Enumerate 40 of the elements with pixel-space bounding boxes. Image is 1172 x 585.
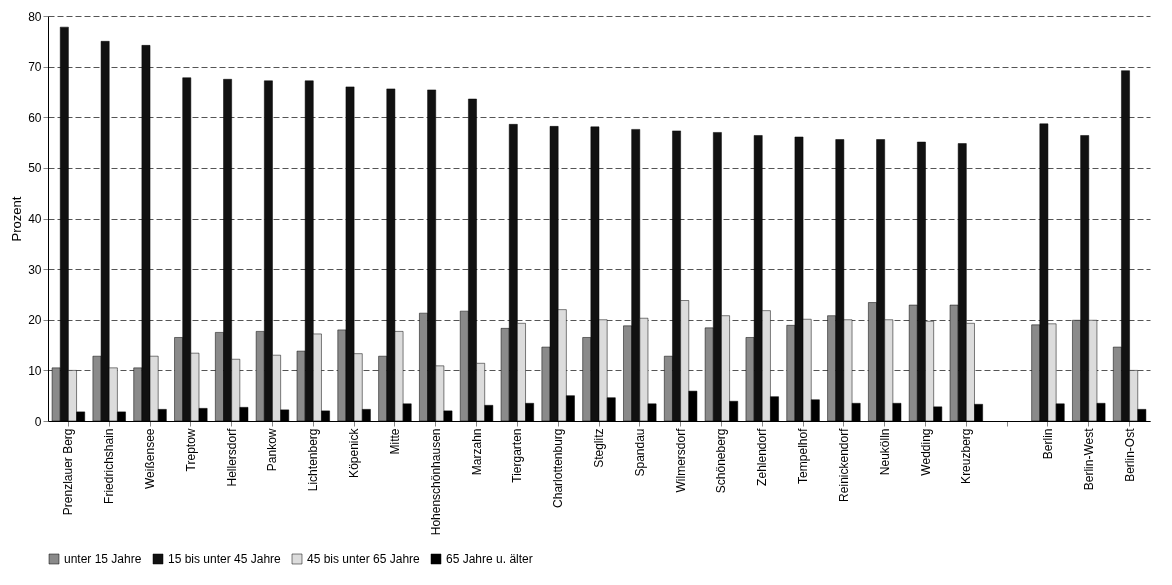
x-tick-label: Hellersdorf: [224, 427, 239, 487]
legend-label: 45 bis unter 65 Jahre: [307, 552, 421, 566]
y-tick-label: 70: [28, 60, 42, 75]
x-tick-label: Charlottenburg: [551, 428, 566, 508]
x-tick-label: Hohenschönhausen: [428, 428, 443, 536]
x-tick-label: Tempelhof: [796, 427, 811, 484]
y-tick-label: 10: [28, 363, 42, 378]
x-tick-label: Tiergarten: [510, 428, 525, 483]
x-tick-label: Pankow: [265, 428, 280, 472]
y-tick-label: 50: [28, 161, 42, 176]
x-tick-label: Reinickendorf: [836, 427, 851, 502]
x-tick-label: Friedrichshain: [102, 428, 117, 504]
y-tick-label: 40: [28, 212, 42, 226]
x-tick-label: Köpenick: [347, 427, 362, 478]
x-tick-label: Neukölln: [877, 428, 892, 476]
y-axis-title: Prozent: [9, 196, 25, 242]
x-tick-label: Berlin-West: [1081, 427, 1096, 491]
legend-label: 15 bis unter 45 Jahre: [168, 552, 282, 566]
x-tick-label: Treptow: [183, 428, 198, 472]
x-tick-label: Kreuzberg: [959, 428, 974, 484]
x-tick-label: Zehlendorf: [755, 427, 770, 486]
y-tick-label: 60: [28, 110, 42, 125]
x-tick-label: Steglitz: [592, 428, 606, 468]
x-tick-label: Prenzlauer Berg: [61, 428, 76, 516]
x-tick-label: Berlin-Ost: [1122, 427, 1137, 482]
legend-label: unter 15 Jahre: [64, 552, 142, 566]
y-tick-label: 0: [34, 414, 42, 429]
x-tick-label: Lichtenberg: [306, 428, 321, 492]
y-tick-label: 80: [28, 9, 42, 24]
x-tick-label: Wedding: [918, 428, 933, 476]
x-tick-label: Marzahn: [469, 428, 484, 476]
x-tick-label: Berlin: [1040, 428, 1055, 460]
x-tick-label: Spandau: [632, 428, 647, 477]
y-tick-label: 30: [28, 262, 42, 277]
x-tick-label: Schöneberg: [714, 428, 729, 494]
y-tick-label: 20: [28, 313, 42, 328]
x-tick-label: Wilmersdorf: [673, 427, 688, 493]
x-tick-label: Weißensee: [143, 428, 158, 489]
legend-label: 65 Jahre u. älter: [446, 552, 533, 566]
x-tick-label: Mitte: [387, 428, 402, 455]
